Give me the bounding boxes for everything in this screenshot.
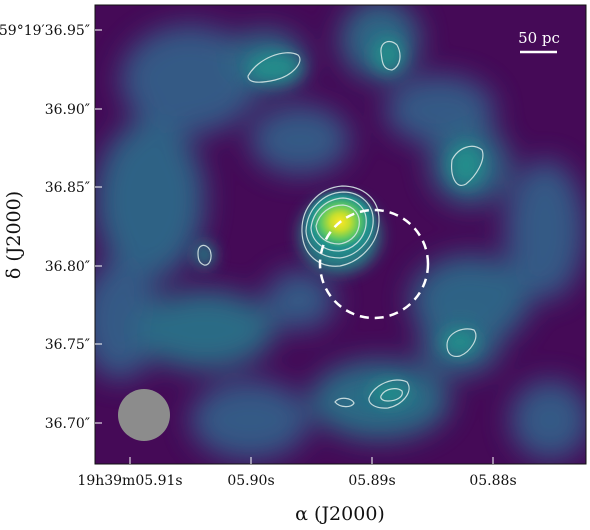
diffuse-emission: [95, 5, 586, 460]
y-tick-label: 36.85″: [45, 180, 90, 196]
x-tick-label: 05.90s: [227, 473, 274, 489]
y-tick-labels: 59°19′36.95″ 36.90″ 36.85″ 36.80″ 36.75″…: [0, 23, 90, 432]
beam-ellipse: [118, 389, 170, 441]
x-ticks: [129, 457, 494, 464]
x-tick-label: 05.89s: [348, 473, 395, 489]
y-tick-label: 36.90″: [45, 102, 90, 118]
x-tick-label: 19h39m05.91s: [77, 473, 182, 489]
region-circle: [318, 208, 430, 320]
contour-lines: [197, 40, 484, 409]
scale-bar: 50 pc: [518, 29, 560, 54]
x-axis-title: α (J2000): [295, 503, 385, 525]
x-tick-label: 05.88s: [469, 473, 516, 489]
y-tick-label: 36.80″: [45, 259, 90, 275]
plot-frame: [94, 4, 587, 465]
scale-bar-label: 50 pc: [518, 29, 560, 47]
y-axis-title: δ (J2000): [3, 191, 25, 279]
y-tick-label: 36.75″: [45, 337, 90, 353]
y-tick-label: 59°19′36.95″: [0, 23, 90, 39]
y-ticks: [95, 29, 102, 424]
emission-map: 50 pc: [95, 5, 586, 464]
x-tick-labels: 19h39m05.91s 05.90s 05.89s 05.88s: [77, 473, 516, 489]
y-tick-label: 36.70″: [45, 416, 90, 432]
